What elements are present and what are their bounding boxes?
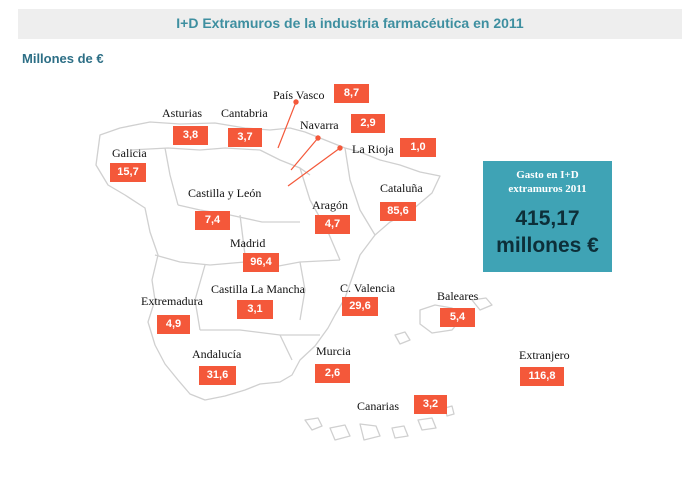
region-label-canarias: Canarias (357, 399, 399, 413)
region-value-asturias: 3,8 (173, 126, 208, 145)
leader-dot-navarra (315, 135, 321, 141)
leader-dot-pais-vasco (293, 99, 299, 105)
region-value-navarra: 2,9 (351, 114, 385, 133)
region-value-madrid: 96,4 (243, 253, 279, 272)
region-label-castilla-la-mancha: Castilla La Mancha (211, 282, 305, 296)
region-value-murcia: 2,6 (315, 364, 350, 383)
total-label: Gasto en I+D extramuros 2011 (483, 168, 612, 196)
region-label-navarra: Navarra (300, 118, 339, 132)
region-value-pais-vasco: 8,7 (334, 84, 369, 103)
region-value-andalucia: 31,6 (199, 366, 236, 385)
region-label-c-valencia: C. Valencia (340, 281, 396, 295)
region-label-andalucia: Andalucía (192, 347, 242, 361)
region-value-galicia: 15,7 (110, 163, 146, 182)
region-value-cataluna: 85,6 (380, 202, 416, 221)
menorca-outline (471, 297, 493, 311)
region-label-la-rioja: La Rioja (352, 142, 394, 156)
region-label-cantabria: Cantabria (221, 106, 268, 120)
leader-dot-la-rioja (337, 145, 343, 151)
total-value: 415,17 (515, 207, 580, 230)
region-value-canarias: 3,2 (414, 395, 447, 414)
region-label-aragon: Aragón (312, 198, 348, 212)
region-label-galicia: Galicia (112, 146, 147, 160)
region-label-extremadura: Extremadura (141, 294, 203, 308)
region-label-madrid: Madrid (230, 236, 266, 250)
region-value-baleares: 5,4 (440, 308, 475, 327)
title-bar: I+D Extramuros de la industria farmacéut… (18, 9, 682, 39)
region-label-pais-vasco: País Vasco (273, 88, 325, 102)
leader-pais-vasco (277, 101, 297, 149)
region-label-castilla-leon: Castilla y León (188, 186, 262, 200)
region-value-castilla-leon: 7,4 (195, 211, 230, 230)
total-label-line1: Gasto en I+D (516, 169, 579, 181)
leader-la-rioja (287, 147, 341, 187)
total-panel: Gasto en I+D extramuros 2011 415,17 mill… (483, 161, 612, 272)
total-label-line2: extramuros 2011 (508, 183, 587, 195)
ibiza-outline (394, 331, 411, 345)
region-value-la-rioja: 1,0 (400, 138, 436, 157)
unit-subtitle: Millones de € (22, 51, 104, 66)
region-label-murcia: Murcia (316, 344, 351, 358)
region-value-c-valencia: 29,6 (342, 297, 378, 316)
region-label-baleares: Baleares (437, 289, 479, 303)
region-value-castilla-la-mancha: 3,1 (237, 300, 273, 319)
region-value-cantabria: 3,7 (228, 128, 262, 147)
region-value-aragon: 4,7 (315, 215, 350, 234)
region-value-extremadura: 4,9 (157, 315, 190, 334)
leader-navarra (290, 137, 319, 171)
region-label-cataluna: Cataluña (380, 181, 423, 195)
page-title: I+D Extramuros de la industria farmacéut… (176, 15, 524, 31)
peninsula-outline (95, 121, 441, 401)
total-unit: millones € (496, 234, 599, 257)
leader-lines (277, 101, 341, 187)
region-label-extranjero: Extranjero (519, 348, 570, 362)
region-label-asturias: Asturias (162, 106, 202, 120)
canarias-outline (304, 405, 455, 441)
region-value-extranjero: 116,8 (520, 367, 564, 386)
